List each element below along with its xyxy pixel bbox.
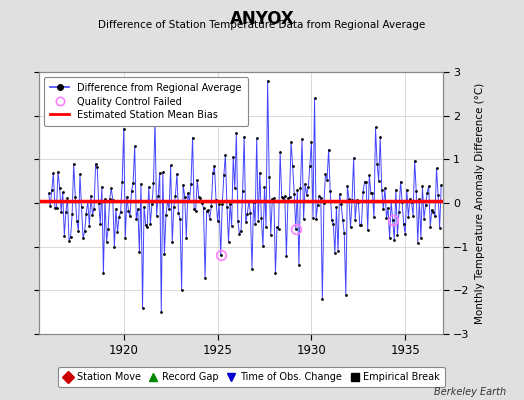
Legend: Station Move, Record Gap, Time of Obs. Change, Empirical Break: Station Move, Record Gap, Time of Obs. C…: [58, 367, 445, 387]
Legend: Difference from Regional Average, Quality Control Failed, Estimated Station Mean: Difference from Regional Average, Qualit…: [44, 77, 247, 126]
Y-axis label: Monthly Temperature Anomaly Difference (°C): Monthly Temperature Anomaly Difference (…: [475, 82, 485, 324]
Text: Berkeley Earth: Berkeley Earth: [433, 387, 506, 397]
Text: Difference of Station Temperature Data from Regional Average: Difference of Station Temperature Data f…: [99, 20, 425, 30]
Text: ANYOX: ANYOX: [230, 10, 294, 28]
